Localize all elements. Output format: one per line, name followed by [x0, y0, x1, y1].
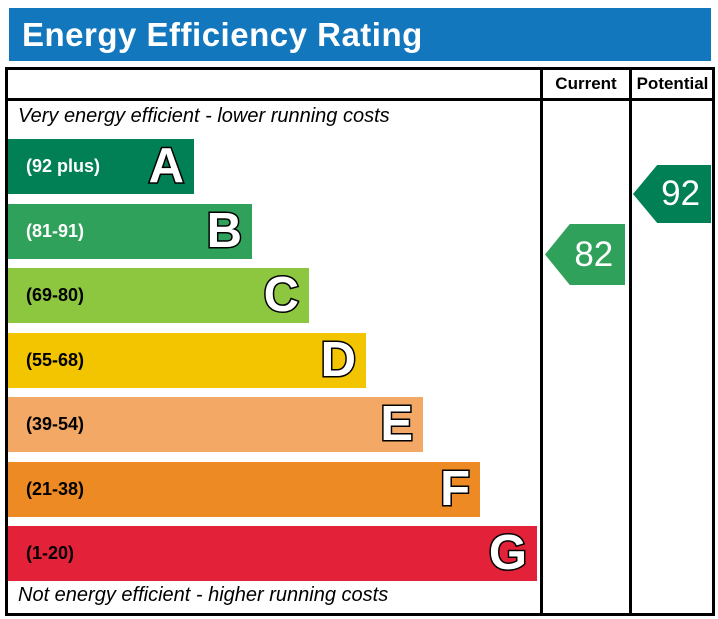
band-letter: C [262, 268, 300, 322]
band-letter: G [487, 526, 528, 580]
potential-column-header: Potential [636, 74, 709, 93]
rating-band: (55-68) D [8, 333, 366, 388]
band-range-label: (21-38) [26, 479, 85, 499]
potential-rating-value: 92 [661, 174, 701, 213]
current-column-divider [540, 67, 543, 616]
top-note: Very energy efficient - lower running co… [18, 105, 390, 127]
table-frame [5, 67, 715, 616]
band-range-label: (81-91) [26, 221, 85, 241]
band-range-label: (69-80) [26, 285, 85, 305]
band-range-label: (92 plus) [26, 156, 101, 176]
rating-band: (1-20) G [8, 526, 537, 581]
title-bar: Energy Efficiency Rating [9, 8, 711, 61]
band-letter: B [205, 204, 243, 258]
current-rating-arrow: 82 [545, 224, 625, 285]
current-column-header: Current [555, 74, 617, 93]
band-range-label: (1-20) [26, 543, 75, 563]
page-title: Energy Efficiency Rating [22, 15, 423, 53]
rating-band: (92 plus) A [8, 139, 194, 194]
band-letter: F [439, 462, 472, 516]
bottom-note: Not energy efficient - higher running co… [18, 584, 389, 606]
rating-band: (81-91) B [8, 204, 252, 259]
rating-band: (69-80) C [8, 268, 309, 323]
band-letter: D [319, 333, 357, 387]
header-row-divider [5, 98, 715, 101]
band-letter: E [379, 397, 415, 451]
potential-column-divider [629, 67, 632, 616]
current-rating-value: 82 [574, 234, 614, 274]
rating-band: (39-54) E [8, 397, 423, 452]
rating-band: (21-38) F [8, 462, 480, 517]
band-letter: A [147, 139, 185, 193]
band-range-label: (39-54) [26, 414, 85, 434]
band-range-label: (55-68) [26, 350, 85, 370]
